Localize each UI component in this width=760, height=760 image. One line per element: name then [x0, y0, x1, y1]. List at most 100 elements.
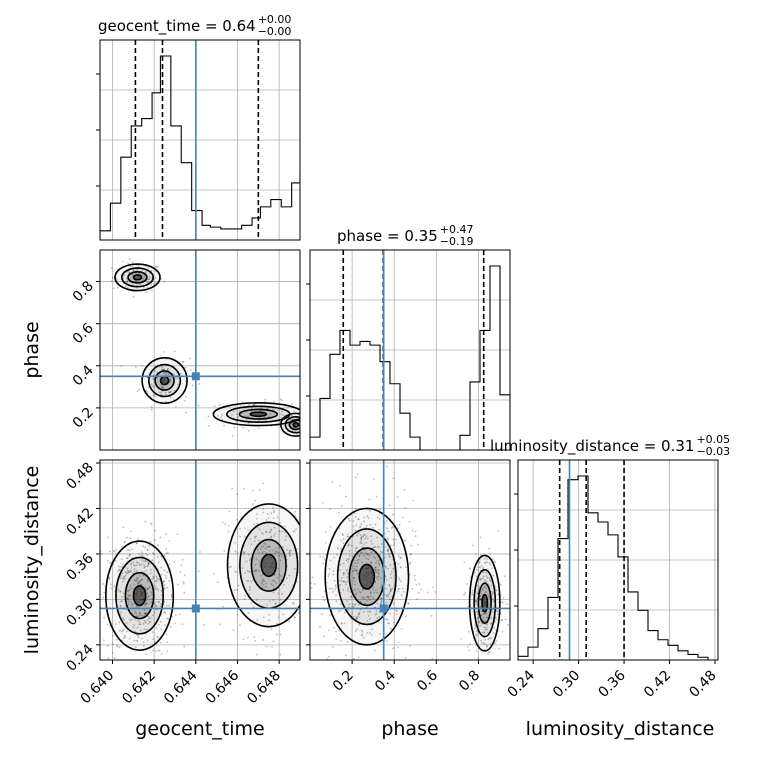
scatter-point [467, 605, 469, 608]
scatter-point [359, 525, 362, 528]
scatter-point [165, 604, 168, 607]
scatter-point [378, 569, 380, 572]
scatter-point [272, 535, 275, 537]
scatter-point [236, 613, 239, 616]
panel-frame [99, 459, 301, 661]
scatter-point [414, 535, 417, 537]
scatter-point [366, 595, 369, 598]
scatter-point [387, 549, 389, 551]
scatter-point [483, 631, 486, 634]
scatter-point [176, 533, 179, 536]
scatter-point [133, 630, 136, 633]
scatter-point [150, 383, 153, 386]
scatter-point [352, 603, 354, 606]
scatter-point [142, 545, 145, 548]
scatter-point [145, 270, 148, 273]
scatter-point [216, 581, 219, 584]
scatter-point [370, 551, 373, 554]
scatter-point [275, 582, 278, 584]
scatter-point [262, 482, 265, 485]
scatter-point [366, 619, 369, 622]
y-tick-label: 0.36 [63, 550, 96, 583]
scatter-point [276, 516, 279, 519]
scatter-point [278, 530, 281, 533]
scatter-point [138, 623, 141, 626]
scatter-point [366, 553, 369, 555]
scatter-point [350, 595, 352, 598]
scatter-point [146, 548, 149, 551]
scatter-point [354, 583, 357, 586]
x-tick-label: 0.4 [372, 667, 399, 694]
scatter-point [184, 399, 186, 402]
scatter-point [120, 565, 123, 568]
y-tick-label: 0.4 [70, 362, 97, 389]
scatter-point [288, 620, 291, 623]
scatter-point [368, 554, 371, 557]
scatter-point [331, 587, 334, 590]
scatter-point [390, 576, 392, 579]
y-tick-label: 0.42 [63, 505, 96, 538]
scatter-point [142, 574, 145, 577]
scatter-point [110, 583, 113, 586]
scatter-point [345, 570, 348, 572]
scatter-point [335, 594, 337, 597]
scatter-point [108, 577, 111, 580]
scatter-point [133, 570, 136, 573]
scatter-point [223, 550, 226, 552]
scatter-point [264, 585, 267, 588]
scatter-point [372, 547, 374, 549]
scatter-point [342, 562, 345, 565]
scatter-point [152, 393, 155, 396]
scatter-point [490, 622, 493, 625]
histogram-panel-geocent_time [100, 40, 300, 240]
scatter-point [250, 602, 253, 605]
scatter-point [378, 546, 381, 549]
scatter-point [151, 598, 154, 600]
scatter-point [278, 420, 281, 423]
scatter-point [250, 580, 253, 583]
scatter-point [357, 518, 360, 521]
scatter-point [135, 564, 138, 567]
panel-title-phase: phase = 0.35 [337, 227, 438, 245]
scatter-point [181, 559, 184, 561]
density-panel-phase-vs-geocent_time [100, 250, 300, 450]
scatter-point [288, 574, 291, 577]
scatter-point [151, 578, 154, 580]
scatter-point [333, 579, 336, 582]
scatter-point [150, 591, 153, 594]
scatter-point [415, 584, 418, 586]
scatter-point [96, 672, 98, 674]
scatter-point [370, 562, 373, 564]
scatter-point [466, 645, 469, 648]
scatter-point [486, 616, 489, 619]
scatter-point [356, 616, 359, 619]
scatter-point [149, 617, 152, 619]
scatter-point [487, 652, 489, 655]
scatter-point [374, 589, 377, 592]
scatter-point [305, 565, 307, 567]
scatter-point [303, 509, 305, 511]
scatter-point [173, 373, 176, 376]
scatter-point [358, 611, 361, 614]
scatter-point [347, 517, 350, 520]
scatter-point [322, 635, 325, 638]
scatter-point [264, 543, 267, 545]
scatter-point [125, 536, 128, 539]
scatter-point [92, 631, 94, 633]
scatter-point [199, 550, 201, 553]
scatter-point [166, 551, 169, 554]
scatter-point [165, 371, 168, 374]
scatter-point [127, 594, 130, 596]
x-tick-label: 0.646 [203, 667, 243, 707]
scatter-point [139, 564, 141, 567]
scatter-point [145, 628, 148, 631]
scatter-point [483, 558, 486, 560]
scatter-point [402, 591, 405, 593]
scatter-point [483, 620, 485, 623]
scatter-point [279, 653, 282, 656]
scatter-point [254, 639, 257, 642]
scatter-point [494, 620, 496, 623]
contour-line [132, 274, 143, 281]
scatter-point [143, 566, 146, 569]
scatter-point [84, 588, 86, 590]
